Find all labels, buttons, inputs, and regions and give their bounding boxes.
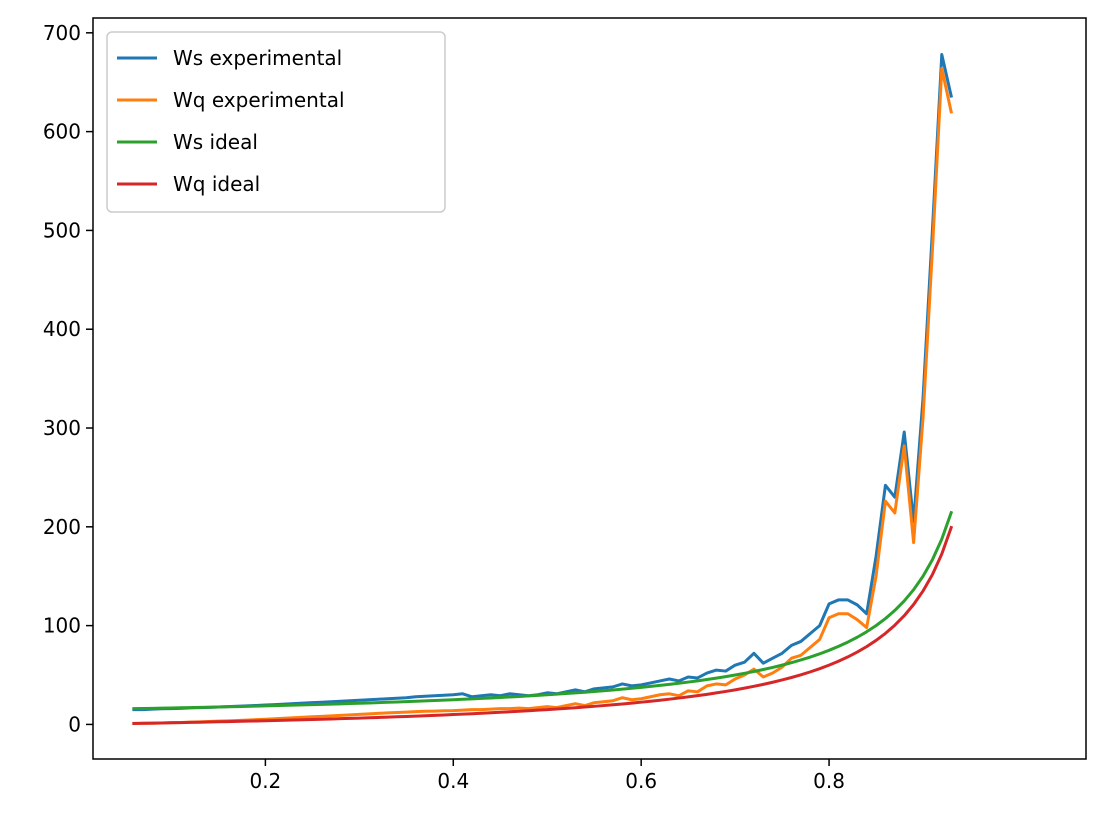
series-line-4 (132, 525, 954, 725)
x-tick-label: 0.2 (249, 769, 281, 793)
series-line-3 (132, 510, 954, 711)
legend: Ws experimental Wq experimental Ws ideal Wq… (106, 31, 446, 213)
legend-box (106, 31, 446, 213)
y-tick-label: 0 (68, 712, 81, 736)
legend-label: Wq experimental (173, 88, 345, 112)
legend-label: Wq ideal (173, 172, 260, 196)
plot-frame (92, 17, 1087, 760)
x-axis: 0.2 0.4 0.6 0.8 (249, 759, 845, 793)
legend-label: Ws ideal (173, 130, 258, 154)
y-tick-label: 700 (43, 21, 81, 45)
x-tick-label: 0.8 (813, 769, 845, 793)
y-axis: 0 100 200 300 400 500 600 700 (43, 21, 93, 736)
x-tick-label: 0.6 (625, 769, 657, 793)
y-tick-label: 600 (43, 120, 81, 144)
y-tick-label: 300 (43, 416, 81, 440)
y-tick-label: 500 (43, 218, 81, 242)
y-tick-label: 100 (43, 614, 81, 638)
x-tick-label: 0.4 (437, 769, 469, 793)
y-tick-label: 400 (43, 317, 81, 341)
series-line-2 (132, 66, 953, 725)
y-tick-label: 200 (43, 515, 81, 539)
legend-label: Ws experimental (173, 46, 342, 70)
series-layer (132, 53, 954, 725)
